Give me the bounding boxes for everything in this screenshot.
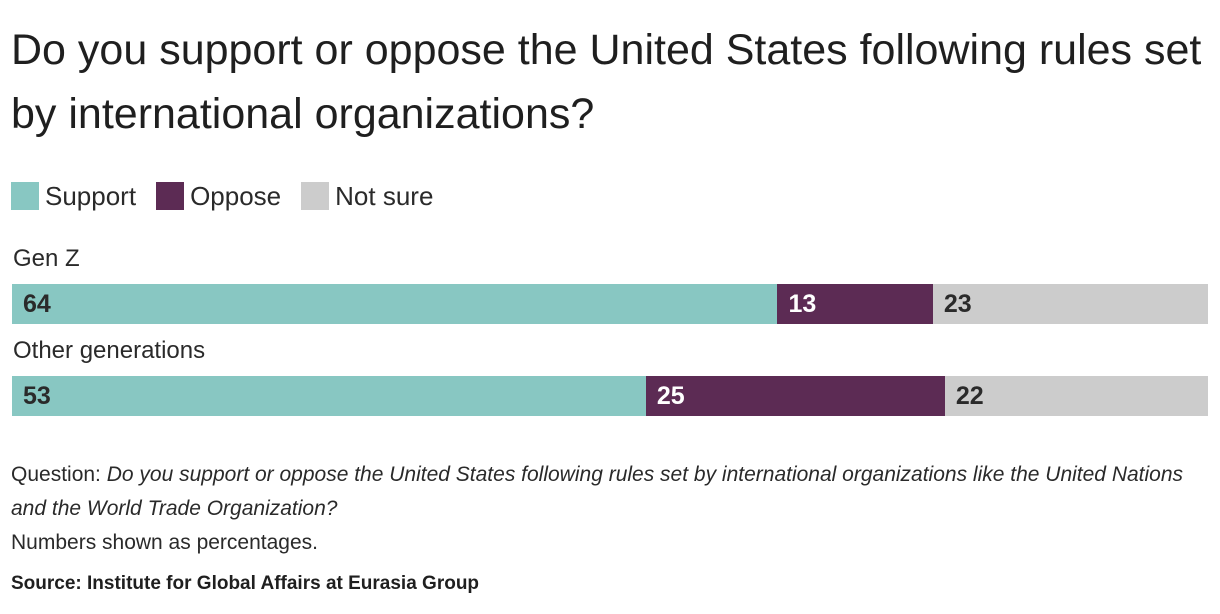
question-prefix: Question: [11, 463, 107, 486]
bar-value-label: 53 [23, 382, 51, 410]
bar-segment [932, 284, 1208, 324]
legend: Support Oppose Not sure [11, 180, 453, 212]
source-note: Source: Institute for Global Affairs at … [11, 573, 480, 594]
legend-item: Support [11, 181, 136, 212]
legend-item: Not sure [301, 181, 433, 212]
question-note: Question: Do you support or oppose the U… [11, 458, 1211, 526]
legend-item: Oppose [156, 181, 281, 212]
bar-value-label: 64 [23, 290, 51, 318]
bar-segment [12, 284, 778, 324]
units-note: Numbers shown as percentages. [11, 531, 318, 554]
bar-value-label: 13 [788, 290, 817, 318]
legend-swatch [11, 182, 39, 210]
chart-title: Do you support or oppose the United Stat… [11, 26, 1202, 138]
legend-swatch [156, 182, 185, 210]
stacked-bar: 64 13 23 [12, 284, 1208, 324]
category-label: Other generations [13, 337, 206, 364]
legend-label: Support [45, 180, 137, 211]
legend-swatch [301, 182, 330, 210]
bar-segment [777, 284, 933, 324]
legend-label: Not sure [335, 180, 434, 211]
category-label: Gen Z [13, 245, 80, 272]
bar-segment [944, 376, 1208, 416]
bar-value-label: 22 [955, 382, 984, 410]
legend-label: Oppose [190, 180, 282, 211]
bar-value-label: 25 [656, 382, 685, 410]
question-text: Do you support or oppose the United Stat… [11, 463, 1184, 520]
bar-segment [12, 376, 646, 416]
bar-value-label: 23 [943, 290, 972, 318]
stacked-bar: 53 25 22 [12, 376, 1208, 416]
bar-segment [645, 376, 945, 416]
